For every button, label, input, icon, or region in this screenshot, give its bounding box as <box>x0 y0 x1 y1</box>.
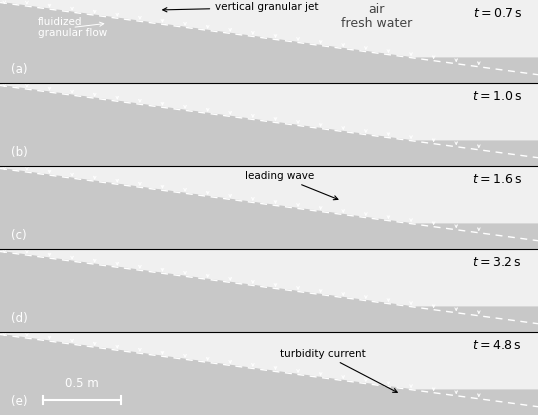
Polygon shape <box>0 166 538 241</box>
Text: $t = 4.8\,\mathrm{s}$: $t = 4.8\,\mathrm{s}$ <box>472 339 522 352</box>
Text: air: air <box>369 3 385 17</box>
Text: $t = 0.7\,\mathrm{s}$: $t = 0.7\,\mathrm{s}$ <box>473 7 522 20</box>
Text: (e): (e) <box>11 395 27 408</box>
Polygon shape <box>0 249 538 324</box>
Polygon shape <box>0 168 538 249</box>
Text: 0.5 m: 0.5 m <box>65 377 99 390</box>
Text: turbidity current: turbidity current <box>280 349 397 393</box>
Text: fresh water: fresh water <box>341 17 412 30</box>
Polygon shape <box>0 334 538 415</box>
Text: (c): (c) <box>11 229 26 242</box>
Text: $t = 1.6\,\mathrm{s}$: $t = 1.6\,\mathrm{s}$ <box>472 173 522 186</box>
Polygon shape <box>0 83 538 158</box>
Text: vertical granular jet: vertical granular jet <box>162 2 318 12</box>
Text: (d): (d) <box>11 312 27 325</box>
Polygon shape <box>0 85 538 166</box>
Text: leading wave: leading wave <box>245 171 338 200</box>
Polygon shape <box>0 332 538 407</box>
Polygon shape <box>0 251 538 332</box>
Polygon shape <box>0 0 538 75</box>
Text: (a): (a) <box>11 63 27 76</box>
Text: $t = 3.2\,\mathrm{s}$: $t = 3.2\,\mathrm{s}$ <box>472 256 522 269</box>
Text: (b): (b) <box>11 146 27 159</box>
Text: fluidized
granular flow: fluidized granular flow <box>38 17 107 38</box>
Polygon shape <box>0 2 538 83</box>
Text: $t = 1.0\,\mathrm{s}$: $t = 1.0\,\mathrm{s}$ <box>472 90 522 103</box>
